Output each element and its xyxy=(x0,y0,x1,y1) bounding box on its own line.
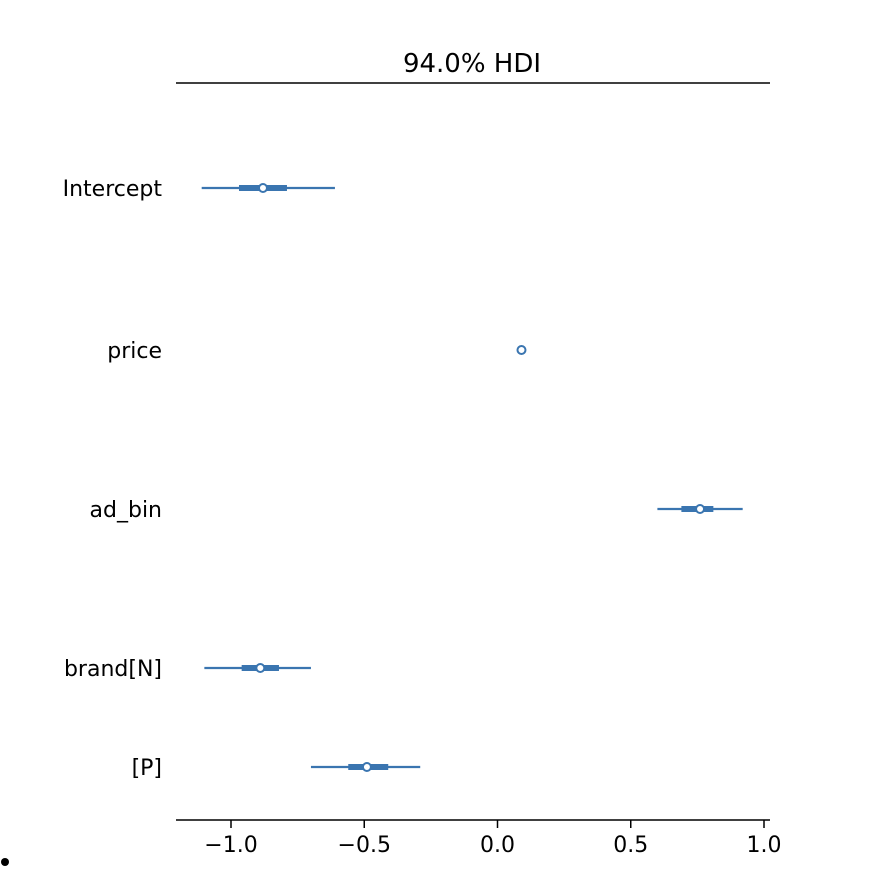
row-2: ad_bin xyxy=(90,498,743,523)
x-tick-label: −0.5 xyxy=(338,833,391,858)
row-label: Intercept xyxy=(63,177,163,202)
title-group: 94.0% HDI xyxy=(176,49,770,84)
chart-title: 94.0% HDI xyxy=(403,49,541,79)
row-label: price xyxy=(107,339,162,364)
row-label: [P] xyxy=(132,756,162,781)
x-tick-label: 1.0 xyxy=(747,833,782,858)
row-1: price xyxy=(107,339,527,364)
row-3: brand[N] xyxy=(64,657,311,682)
median-point xyxy=(361,762,372,772)
median-point xyxy=(255,663,266,673)
x-tick-label: 0.5 xyxy=(613,833,648,858)
median-point xyxy=(695,504,706,514)
x-tick-label: 0.0 xyxy=(480,833,515,858)
row-4: [P] xyxy=(132,756,421,781)
x-axis: −1.0 −0.5 0.0 0.5 1.0 xyxy=(176,819,782,858)
rows: Intercept price ad_bin brand[N] [P] xyxy=(63,177,743,781)
row-label: ad_bin xyxy=(90,498,162,523)
median-point xyxy=(257,183,268,193)
corner-dot xyxy=(1,858,9,866)
row-label: brand[N] xyxy=(64,657,162,682)
row-0: Intercept xyxy=(63,177,335,202)
median-point xyxy=(516,345,527,355)
x-tick-label: −1.0 xyxy=(204,833,257,858)
